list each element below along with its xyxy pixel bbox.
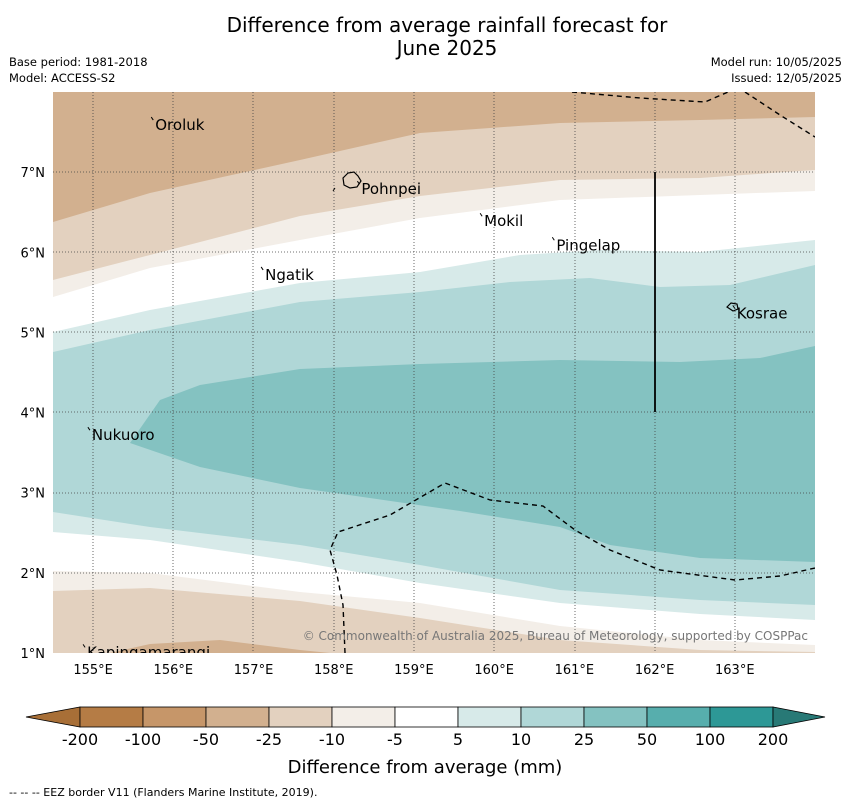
lat-tick-label: 5°N — [21, 326, 46, 341]
colorbar-tick-label: -200 — [62, 730, 98, 749]
colorbar-tick-label: -100 — [125, 730, 161, 749]
pohnpei-island-outline — [342, 171, 362, 189]
lon-tick-label: 157°E — [234, 663, 274, 678]
meta-right: Model run: 10/05/2025 Issued: 12/05/2025 — [711, 54, 842, 86]
lon-tick-label: 159°E — [394, 663, 434, 678]
band-neg-50-25-south — [110, 640, 330, 653]
base-period: Base period: 1981-2018 — [9, 55, 148, 69]
island-marker — [82, 644, 86, 648]
place-label: Oroluk — [155, 116, 204, 134]
lon-tick-label: 162°E — [635, 663, 675, 678]
colorbar-segment — [331, 706, 396, 728]
place-labels: Oroluk Pohnpei Mokil Pingelap Ngatik Kosrae Nu… — [82, 116, 788, 661]
place-label: Pohnpei — [361, 180, 421, 198]
place-label: Ngatik — [265, 266, 314, 284]
model-name: Model: ACCESS-S2 — [9, 71, 116, 85]
colorbar-segment — [142, 706, 207, 728]
colorbar-tick-label: 50 — [637, 730, 657, 749]
colorbar-segment — [583, 706, 648, 728]
copyright-text: © Commonwealth of Australia 2025, Bureau… — [303, 629, 808, 643]
island-marker — [551, 236, 555, 241]
island-marker — [260, 266, 264, 271]
colorbar-tick-label: -50 — [193, 730, 219, 749]
lat-tick-label: 2°N — [21, 567, 46, 582]
colorbar: -200 -100 -50 -25 -10 -5 5 10 25 50 100 200 — [25, 706, 826, 749]
colorbar-tick-label: -10 — [319, 730, 345, 749]
islet-mark — [332, 187, 336, 192]
place-label: Mokil — [484, 212, 523, 230]
colorbar-segment — [646, 706, 711, 728]
map-title: Difference from average rainfall forecas… — [0, 14, 850, 60]
band-neg-25-10-south — [53, 588, 815, 653]
colorbar-tick-label: 5 — [453, 730, 463, 749]
colorbar-segment — [205, 706, 270, 728]
issued-date: Issued: 12/05/2025 — [731, 71, 842, 85]
lon-tick-label: 158°E — [314, 663, 354, 678]
band-neg-50-25-north — [53, 92, 815, 222]
place-label: Kapingamarangi — [87, 643, 210, 661]
colorbar-label: Difference from average (mm) — [288, 757, 563, 778]
colorbar-segment — [709, 706, 774, 728]
lon-tick-label: 161°E — [555, 663, 595, 678]
lon-tick-label: 155°E — [73, 663, 113, 678]
colorbar-segment — [457, 706, 522, 728]
place-label: Nukuoro — [92, 426, 155, 444]
place-label: Pingelap — [556, 236, 620, 254]
colorbar-segment — [520, 706, 585, 728]
colorbar-segment — [268, 706, 333, 728]
meta-left: Base period: 1981-2018 Model: ACCESS-S2 — [9, 54, 148, 86]
eez-source-note: -- -- -- EEZ border V11 (Flanders Marine… — [9, 786, 318, 799]
lat-tick-label: 1°N — [21, 647, 46, 662]
island-marker — [150, 116, 154, 121]
colorbar-extend-low — [25, 706, 81, 728]
island-marker — [87, 426, 91, 431]
island-marker — [479, 212, 483, 217]
colorbar-tick-label: -25 — [256, 730, 282, 749]
lon-tick-label: 160°E — [474, 663, 514, 678]
island-marker — [732, 305, 736, 309]
map-plot-area: Oroluk Pohnpei Mokil Pingelap Ngatik Kosrae Nu… — [53, 92, 815, 661]
lon-tick-label: 163°E — [715, 663, 755, 678]
longitude-ticks: 155°E 156°E 157°E 158°E 159°E 160°E 161°E 162°E… — [73, 663, 754, 678]
island-marker — [356, 180, 360, 185]
lat-tick-label: 6°N — [21, 246, 46, 261]
kosrae-island-outline — [726, 302, 739, 312]
title-line-1: Difference from average rainfall forecas… — [226, 13, 668, 37]
lat-tick-label: 4°N — [21, 407, 46, 422]
colorbar-tick-label: -5 — [387, 730, 403, 749]
colorbar-tick-label: 25 — [574, 730, 594, 749]
colorbar-tick-label: 10 — [511, 730, 531, 749]
lat-tick-label: 7°N — [21, 166, 46, 181]
eez-border — [329, 92, 815, 653]
latitude-ticks: 1°N 2°N 3°N 4°N 5°N 6°N 7°N — [21, 166, 46, 662]
colorbar-tick-label: 200 — [758, 730, 789, 749]
colorbar-segment — [79, 706, 144, 728]
band-pos-25-50 — [130, 346, 815, 562]
title-line-2: June 2025 — [396, 36, 498, 60]
colorbar-tick-label: 100 — [695, 730, 726, 749]
model-run: Model run: 10/05/2025 — [710, 55, 842, 69]
colorbar-segment — [394, 706, 459, 728]
place-label: Kosrae — [737, 304, 788, 322]
lon-tick-label: 156°E — [154, 663, 194, 678]
colorbar-extend-high — [772, 706, 826, 728]
lat-tick-label: 3°N — [21, 487, 46, 502]
